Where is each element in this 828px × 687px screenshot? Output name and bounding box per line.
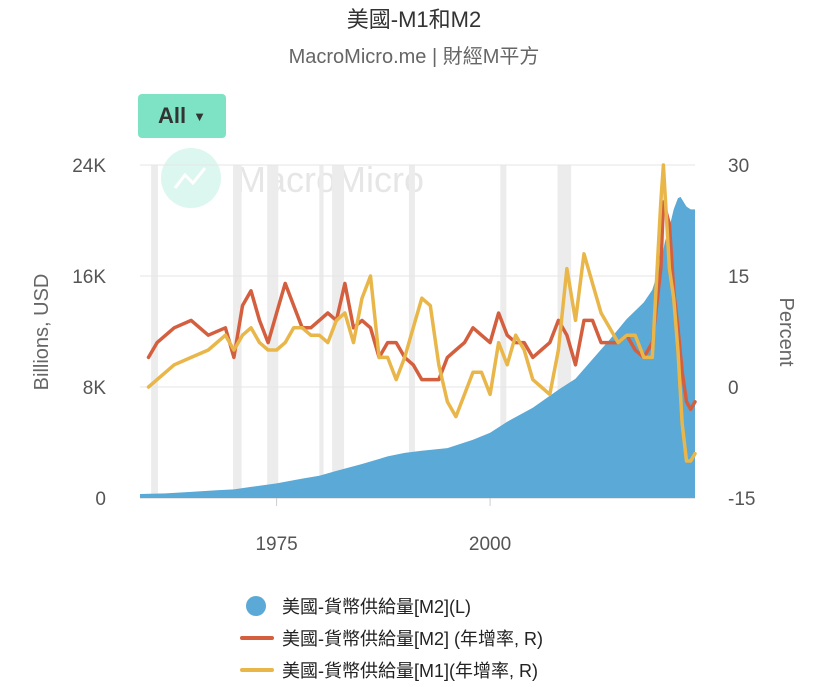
right-tick-label: 30	[728, 156, 749, 177]
legend-item-m1-yoy[interactable]: 美國-貨幣供給量[M1](年增率, R)	[240, 654, 543, 686]
left-tick-label: 16K	[72, 267, 106, 288]
recession-band	[319, 165, 324, 498]
watermark: MacroMicro	[161, 148, 424, 208]
legend-swatch-m1-yoy	[240, 668, 274, 672]
right-axis-title: Percent	[775, 298, 797, 367]
legend-swatch-m2-level	[246, 596, 266, 616]
chart-title: 美國-M1和M2	[346, 7, 482, 32]
legend-label: 美國-貨幣供給量[M2](L)	[282, 597, 471, 617]
left-tick-label: 8K	[83, 378, 107, 399]
series-m2-level-area	[140, 196, 695, 498]
left-tick-label: 0	[95, 489, 106, 510]
left-tick-label: 24K	[72, 156, 106, 177]
legend: 美國-貨幣供給量[M2](L) 美國-貨幣供給量[M2] (年增率, R) 美國…	[240, 590, 543, 686]
series-m1-yoy-line	[146, 163, 697, 463]
legend-item-m2-level[interactable]: 美國-貨幣供給量[M2](L)	[240, 590, 543, 622]
right-tick-label: -15	[728, 489, 755, 510]
left-axis-title: Billions, USD	[31, 274, 53, 391]
legend-label: 美國-貨幣供給量[M1](年增率, R)	[282, 661, 538, 681]
range-selector-button[interactable]: All ▼	[138, 94, 226, 138]
recession-band	[332, 165, 345, 498]
range-selector-label: All	[158, 103, 187, 128]
right-tick-label: 0	[728, 378, 739, 399]
legend-item-m2-yoy[interactable]: 美國-貨幣供給量[M2] (年增率, R)	[240, 622, 543, 654]
caret-down-icon: ▼	[193, 108, 206, 124]
legend-label: 美國-貨幣供給量[M2] (年增率, R)	[282, 629, 543, 649]
macromicro-logo-icon	[161, 148, 221, 208]
x-tick-label: 1975	[255, 534, 297, 555]
legend-swatch-m2-yoy	[240, 636, 274, 640]
series-m2-yoy-line	[146, 200, 697, 411]
recession-band	[151, 165, 158, 498]
x-tick-label: 2000	[469, 534, 511, 555]
right-tick-label: 15	[728, 267, 749, 288]
chart-plot: MacroMicro Billions, USD Percent 0 8K 16K 2…	[31, 148, 797, 555]
recession-band	[500, 165, 507, 498]
macromicro-logo-glyph	[173, 167, 207, 189]
chart-subtitle: MacroMicro.me | 財經M平方	[288, 46, 540, 68]
